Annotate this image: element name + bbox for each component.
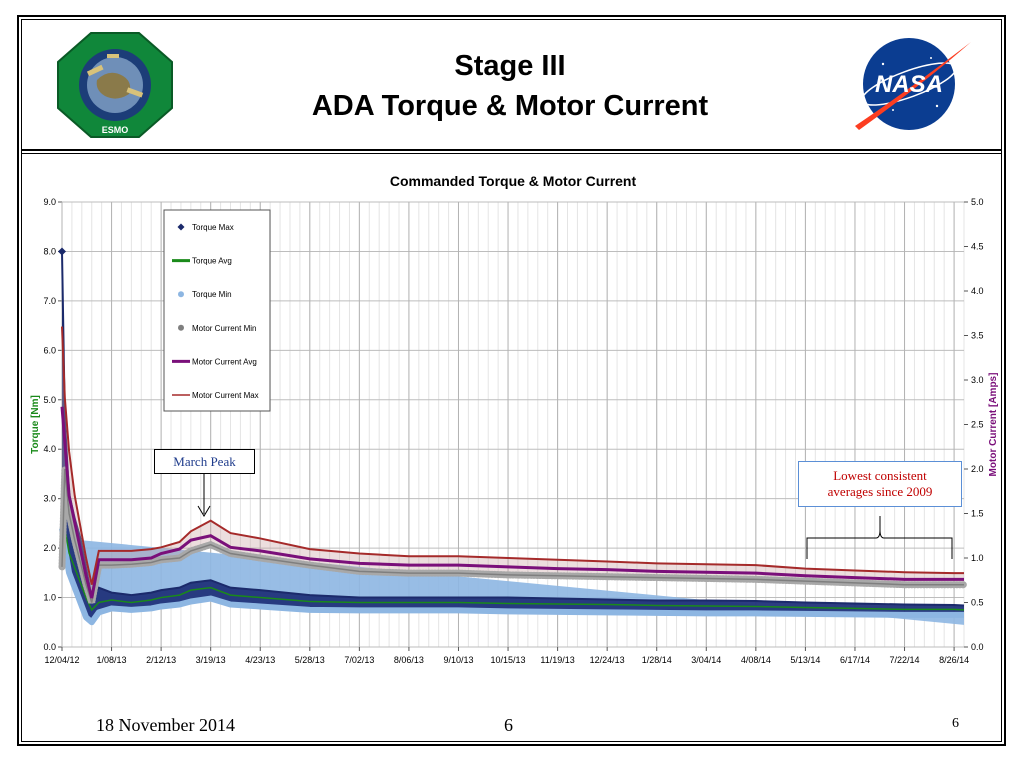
nasa-logo-text: NASA [875,71,943,98]
y-tick-label: 9.0 [43,197,56,207]
y2-tick-label: 4.0 [971,286,984,296]
x-tick-label: 4/08/14 [741,655,771,665]
y2-tick-label: 0.0 [971,642,984,652]
title-line-1: Stage III [454,50,566,82]
legend-label: Motor Current Min [192,324,256,333]
legend-item: Torque Avg [172,257,232,266]
legend-label: Motor Current Avg [192,357,257,366]
legend-item: Torque Min [178,290,232,299]
x-tick-label: 3/04/14 [691,655,721,665]
legend-item: Torque Max [177,223,234,232]
y2-tick-label: 1.0 [971,553,984,563]
y-tick-label: 4.0 [43,444,56,454]
series-torque-min [59,527,964,626]
slide-number: 6 [952,716,959,731]
y-tick-label: 7.0 [43,296,56,306]
x-tick-label: 1/28/14 [642,655,672,665]
series-motor-current-avg [60,406,964,599]
x-tick-label: 11/19/13 [540,655,574,665]
y-tick-label: 8.0 [43,246,56,256]
x-tick-label: 7/22/14 [890,655,920,665]
march-peak-callout: March Peak [154,449,255,474]
x-tick-label: 9/10/13 [443,655,473,665]
lowest-averages-brace [806,516,953,559]
x-tick-label: 8/06/13 [394,655,424,665]
x-tick-label: 6/17/14 [840,655,870,665]
x-tick-label: 10/15/13 [491,655,526,665]
legend-marker [177,223,185,231]
y2-tick-label: 2.5 [971,420,984,430]
legend-label: Torque Max [192,223,234,232]
footer-center-number: 6 [504,715,513,735]
x-tick-label: 12/24/13 [590,655,625,665]
legend-item: Motor Current Max [172,391,259,400]
legend-marker [178,324,184,331]
x-tick-label: 5/13/14 [790,655,820,665]
series-torque-max [61,251,965,607]
x-tick-label: 5/28/13 [295,655,325,665]
legend-label: Motor Current Max [192,391,259,400]
torque-max-point [58,247,66,256]
esmo-logo-text: ESMO [102,125,129,135]
y2-tick-label: 2.0 [971,464,984,474]
x-tick-label: 4/23/13 [245,655,275,665]
y2-tick-label: 1.5 [971,509,984,519]
legend-item: Motor Current Avg [172,357,257,366]
legend-item: Motor Current Min [178,324,256,333]
series-motor-current-min-line [61,468,964,603]
x-tick-label: 3/19/13 [196,655,226,665]
series-motor-current-max [61,326,964,585]
y2-tick-label: 5.0 [971,197,984,207]
lowest-averages-callout: Lowest consistent averages since 2009 [798,461,962,507]
slide-title: Stage III ADA Torque & Motor Current [220,46,800,126]
legend-marker [178,291,184,298]
lowest-callout-line-1: Lowest consistent [833,468,927,483]
nasa-meatball-logo: NASA [855,38,971,130]
y2-tick-label: 4.5 [971,242,984,252]
y-tick-label: 0.0 [43,642,56,652]
slide-border-outer [17,15,1006,746]
march-peak-arrowhead [197,505,211,517]
title-line-2: ADA Torque & Motor Current [311,90,709,122]
y2-tick-label: 0.5 [971,598,984,608]
x-tick-label: 12/04/12 [44,655,79,665]
footer-date: 18 November 2014 [96,715,235,735]
y-tick-label: 2.0 [43,543,56,553]
legend-box [163,209,271,412]
y-tick-label: 1.0 [43,593,56,603]
y2-tick-label: 3.0 [971,375,984,385]
slide-border-inner [21,19,1002,742]
lowest-callout-line-2: averages since 2009 [827,484,933,499]
y-tick-label: 5.0 [43,395,56,405]
y-axis-label: Torque [Nm] [30,395,41,454]
series-torque-avg [61,498,965,612]
y-tick-label: 6.0 [43,345,56,355]
series-motor-current-band [62,326,964,603]
esmo-logo: ESMO [57,32,173,138]
legend-label: Torque Avg [192,257,232,266]
header-divider [21,149,1002,154]
y2-tick-label: 3.5 [971,331,984,341]
x-tick-label: 2/12/13 [146,655,176,665]
legend-label: Torque Min [192,290,232,299]
y-tick-label: 3.0 [43,494,56,504]
x-tick-label: 7/02/13 [344,655,374,665]
x-tick-label: 1/08/13 [97,655,127,665]
chart-legend: Torque Max Torque Avg Torque Min Motor Curr… [163,209,271,412]
chart-title: Commanded Torque & Motor Current [390,173,637,189]
y2-axis-label: Motor Current [Amps] [988,373,999,477]
x-tick-label: 8/26/14 [939,655,969,665]
